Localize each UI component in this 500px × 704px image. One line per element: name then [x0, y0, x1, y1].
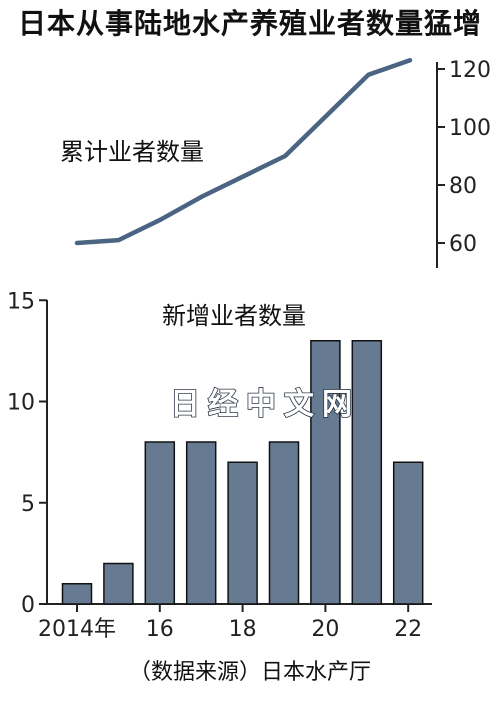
line-chart-label: 累计业者数量 — [60, 138, 204, 166]
bar-y-tick-label: 5 — [21, 492, 35, 517]
bar-2018 — [227, 461, 258, 605]
bar-x-tick-label: 16 — [146, 617, 174, 642]
cumulative-line-chart: 累计业者数量 60 80 100 120 — [60, 58, 491, 268]
bar-x-tick-label: 20 — [311, 617, 339, 642]
bar-y-tick-label: 10 — [7, 391, 35, 416]
watermark-text: 日经中文网 — [170, 387, 360, 422]
new-operators-bar-chart: 新增业者数量 0 5 10 15 2014年 16 18 20 22 — [7, 289, 432, 642]
line-y-tick-label: 120 — [449, 58, 491, 83]
bar-2017 — [185, 441, 217, 605]
bar-2020 — [310, 340, 341, 605]
source-note: （数据来源）日本水产厅 — [129, 660, 371, 685]
bar-y-tick-label: 15 — [7, 289, 35, 314]
bar-x-tick-label: 22 — [394, 617, 422, 642]
line-y-tick-label: 80 — [449, 174, 477, 199]
bar-2016 — [144, 441, 176, 605]
line-y-tick-label: 60 — [449, 232, 477, 257]
bar-y-tick-label: 0 — [21, 593, 35, 618]
bar-2021 — [351, 340, 383, 605]
line-y-tick-label: 100 — [449, 116, 491, 141]
bar-2015 — [103, 562, 134, 605]
chart-title: 日本从事陆地水产养殖业者数量猛增 — [17, 7, 482, 40]
bar-x-tick-label: 18 — [229, 617, 257, 642]
bar-2014 — [61, 583, 93, 605]
bar-x-tick-label: 2014年 — [38, 617, 116, 642]
bar-2019 — [268, 441, 300, 605]
bar-chart-label: 新增业者数量 — [162, 302, 306, 330]
bar-2022 — [392, 461, 424, 605]
